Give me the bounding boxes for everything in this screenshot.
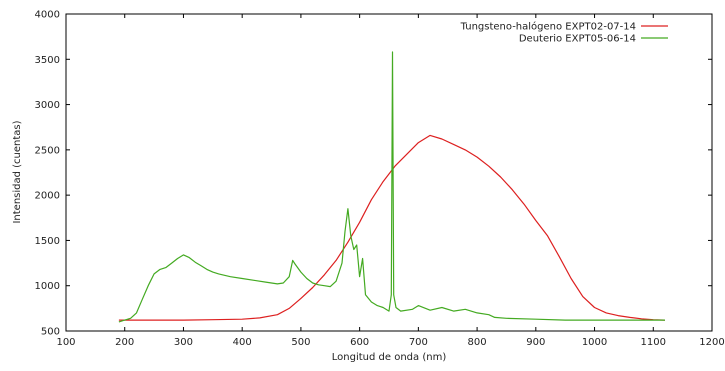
x-tick-label: 700: [409, 337, 428, 348]
legend-label-1: Deuterio EXPT05-06-14: [519, 34, 636, 45]
x-tick-label: 1200: [699, 337, 724, 348]
y-tick-label: 4000: [35, 10, 60, 21]
x-tick-label: 100: [56, 337, 75, 348]
x-tick-label: 300: [174, 337, 193, 348]
axis-ticks: 100 200 300 400 500 600 700 800 900 1000 1100 1200 5…: [35, 10, 725, 349]
series-line-0: [118, 134, 666, 321]
series-line-1: [118, 51, 665, 323]
y-tick-label: 2500: [35, 145, 60, 156]
x-tick-label: 600: [350, 337, 369, 348]
y-tick-label: 3000: [35, 100, 60, 111]
x-axis-label: Longitud de onda (nm): [332, 352, 447, 363]
x-tick-label: 200: [115, 337, 134, 348]
plot-frame: [65, 13, 713, 332]
y-tick-label: 3500: [35, 55, 60, 66]
legend-label-0: Tungsteno-halógeno EXPT02-07-14: [460, 21, 636, 33]
series-layer: [118, 51, 666, 323]
y-tick-label: 500: [41, 327, 60, 338]
y-tick-label: 1000: [35, 281, 60, 292]
x-tick-label: 1100: [641, 337, 666, 348]
legend: Tungsteno-halógeno EXPT02-07-14Deuterio …: [460, 21, 668, 45]
x-tick-label: 400: [233, 337, 252, 348]
x-tick-label: 500: [291, 337, 310, 348]
x-tick-label: 900: [526, 337, 545, 348]
y-tick-label: 2000: [35, 191, 60, 202]
x-tick-label: 800: [468, 337, 487, 348]
y-axis-label: Intensidad (cuentas): [12, 120, 23, 223]
x-tick-label: 1000: [582, 337, 607, 348]
y-tick-label: 1500: [35, 236, 60, 247]
